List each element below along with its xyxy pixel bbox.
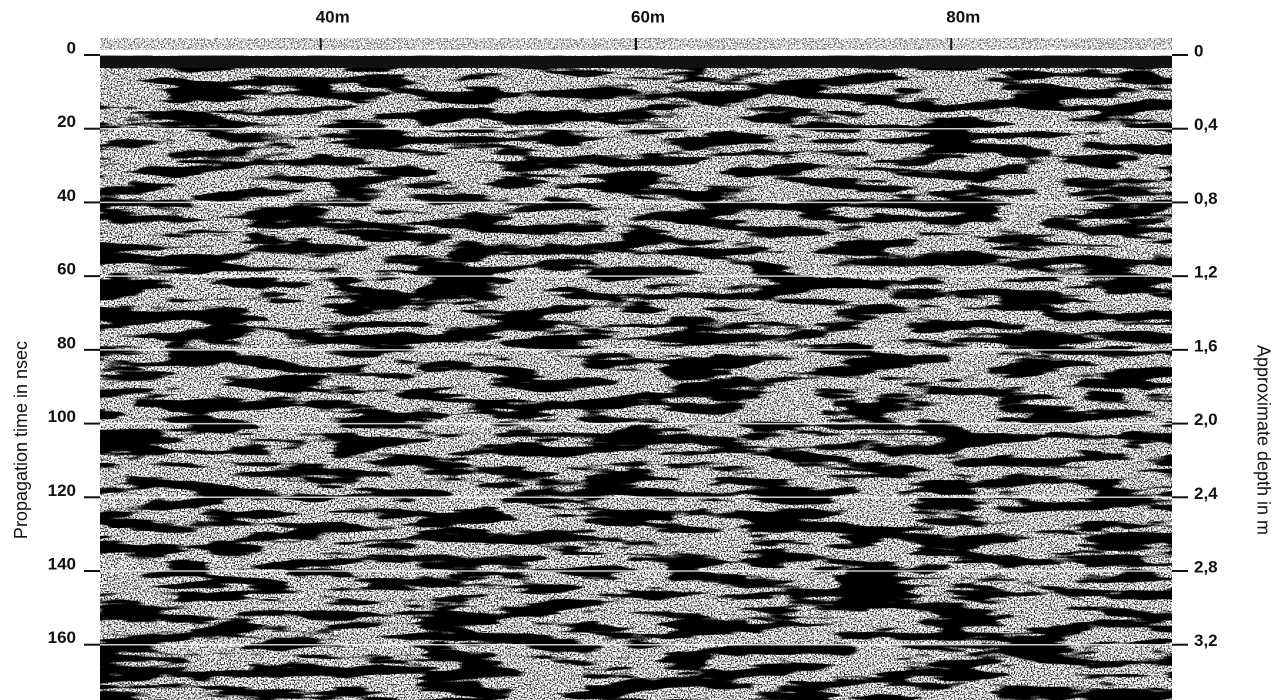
y2-tick-label: 2,0 bbox=[1194, 410, 1218, 429]
x-tick-label: 40m bbox=[316, 7, 350, 26]
y2-tick-label: 1,6 bbox=[1194, 336, 1218, 355]
y-tick-label: 160 bbox=[48, 628, 76, 647]
surface-band bbox=[100, 56, 1172, 68]
y2-tick-label: 0,8 bbox=[1194, 189, 1218, 208]
y2-tick-label: 0 bbox=[1194, 41, 1203, 60]
y2-tick-label: 0,4 bbox=[1194, 115, 1218, 134]
y2-tick-label: 2,4 bbox=[1194, 484, 1218, 503]
y2-axis-title: Approximate depth in m bbox=[1253, 345, 1273, 535]
y2-tick-label: 3,2 bbox=[1194, 631, 1218, 650]
x-tick-label: 60m bbox=[631, 7, 665, 26]
reflection-texture bbox=[100, 55, 1172, 700]
y2-tick-label: 2,8 bbox=[1194, 557, 1218, 576]
y2-tick-label: 1,2 bbox=[1194, 263, 1218, 282]
y-tick-label: 100 bbox=[48, 407, 76, 426]
page: Propagation time in nsec Approximate dep… bbox=[0, 0, 1283, 700]
y-tick-label: 0 bbox=[67, 38, 76, 57]
y-tick-label: 20 bbox=[57, 112, 76, 131]
y-tick-label: 80 bbox=[57, 333, 76, 352]
chart: Propagation time in nsec Approximate dep… bbox=[0, 0, 1283, 700]
x-tick-label: 80m bbox=[946, 7, 980, 26]
y-axis-title: Propagation time in nsec bbox=[11, 341, 31, 539]
y-tick-label: 60 bbox=[57, 260, 76, 279]
y-tick-label: 40 bbox=[57, 186, 76, 205]
y-tick-label: 120 bbox=[48, 481, 76, 500]
y-tick-label: 140 bbox=[48, 554, 76, 573]
